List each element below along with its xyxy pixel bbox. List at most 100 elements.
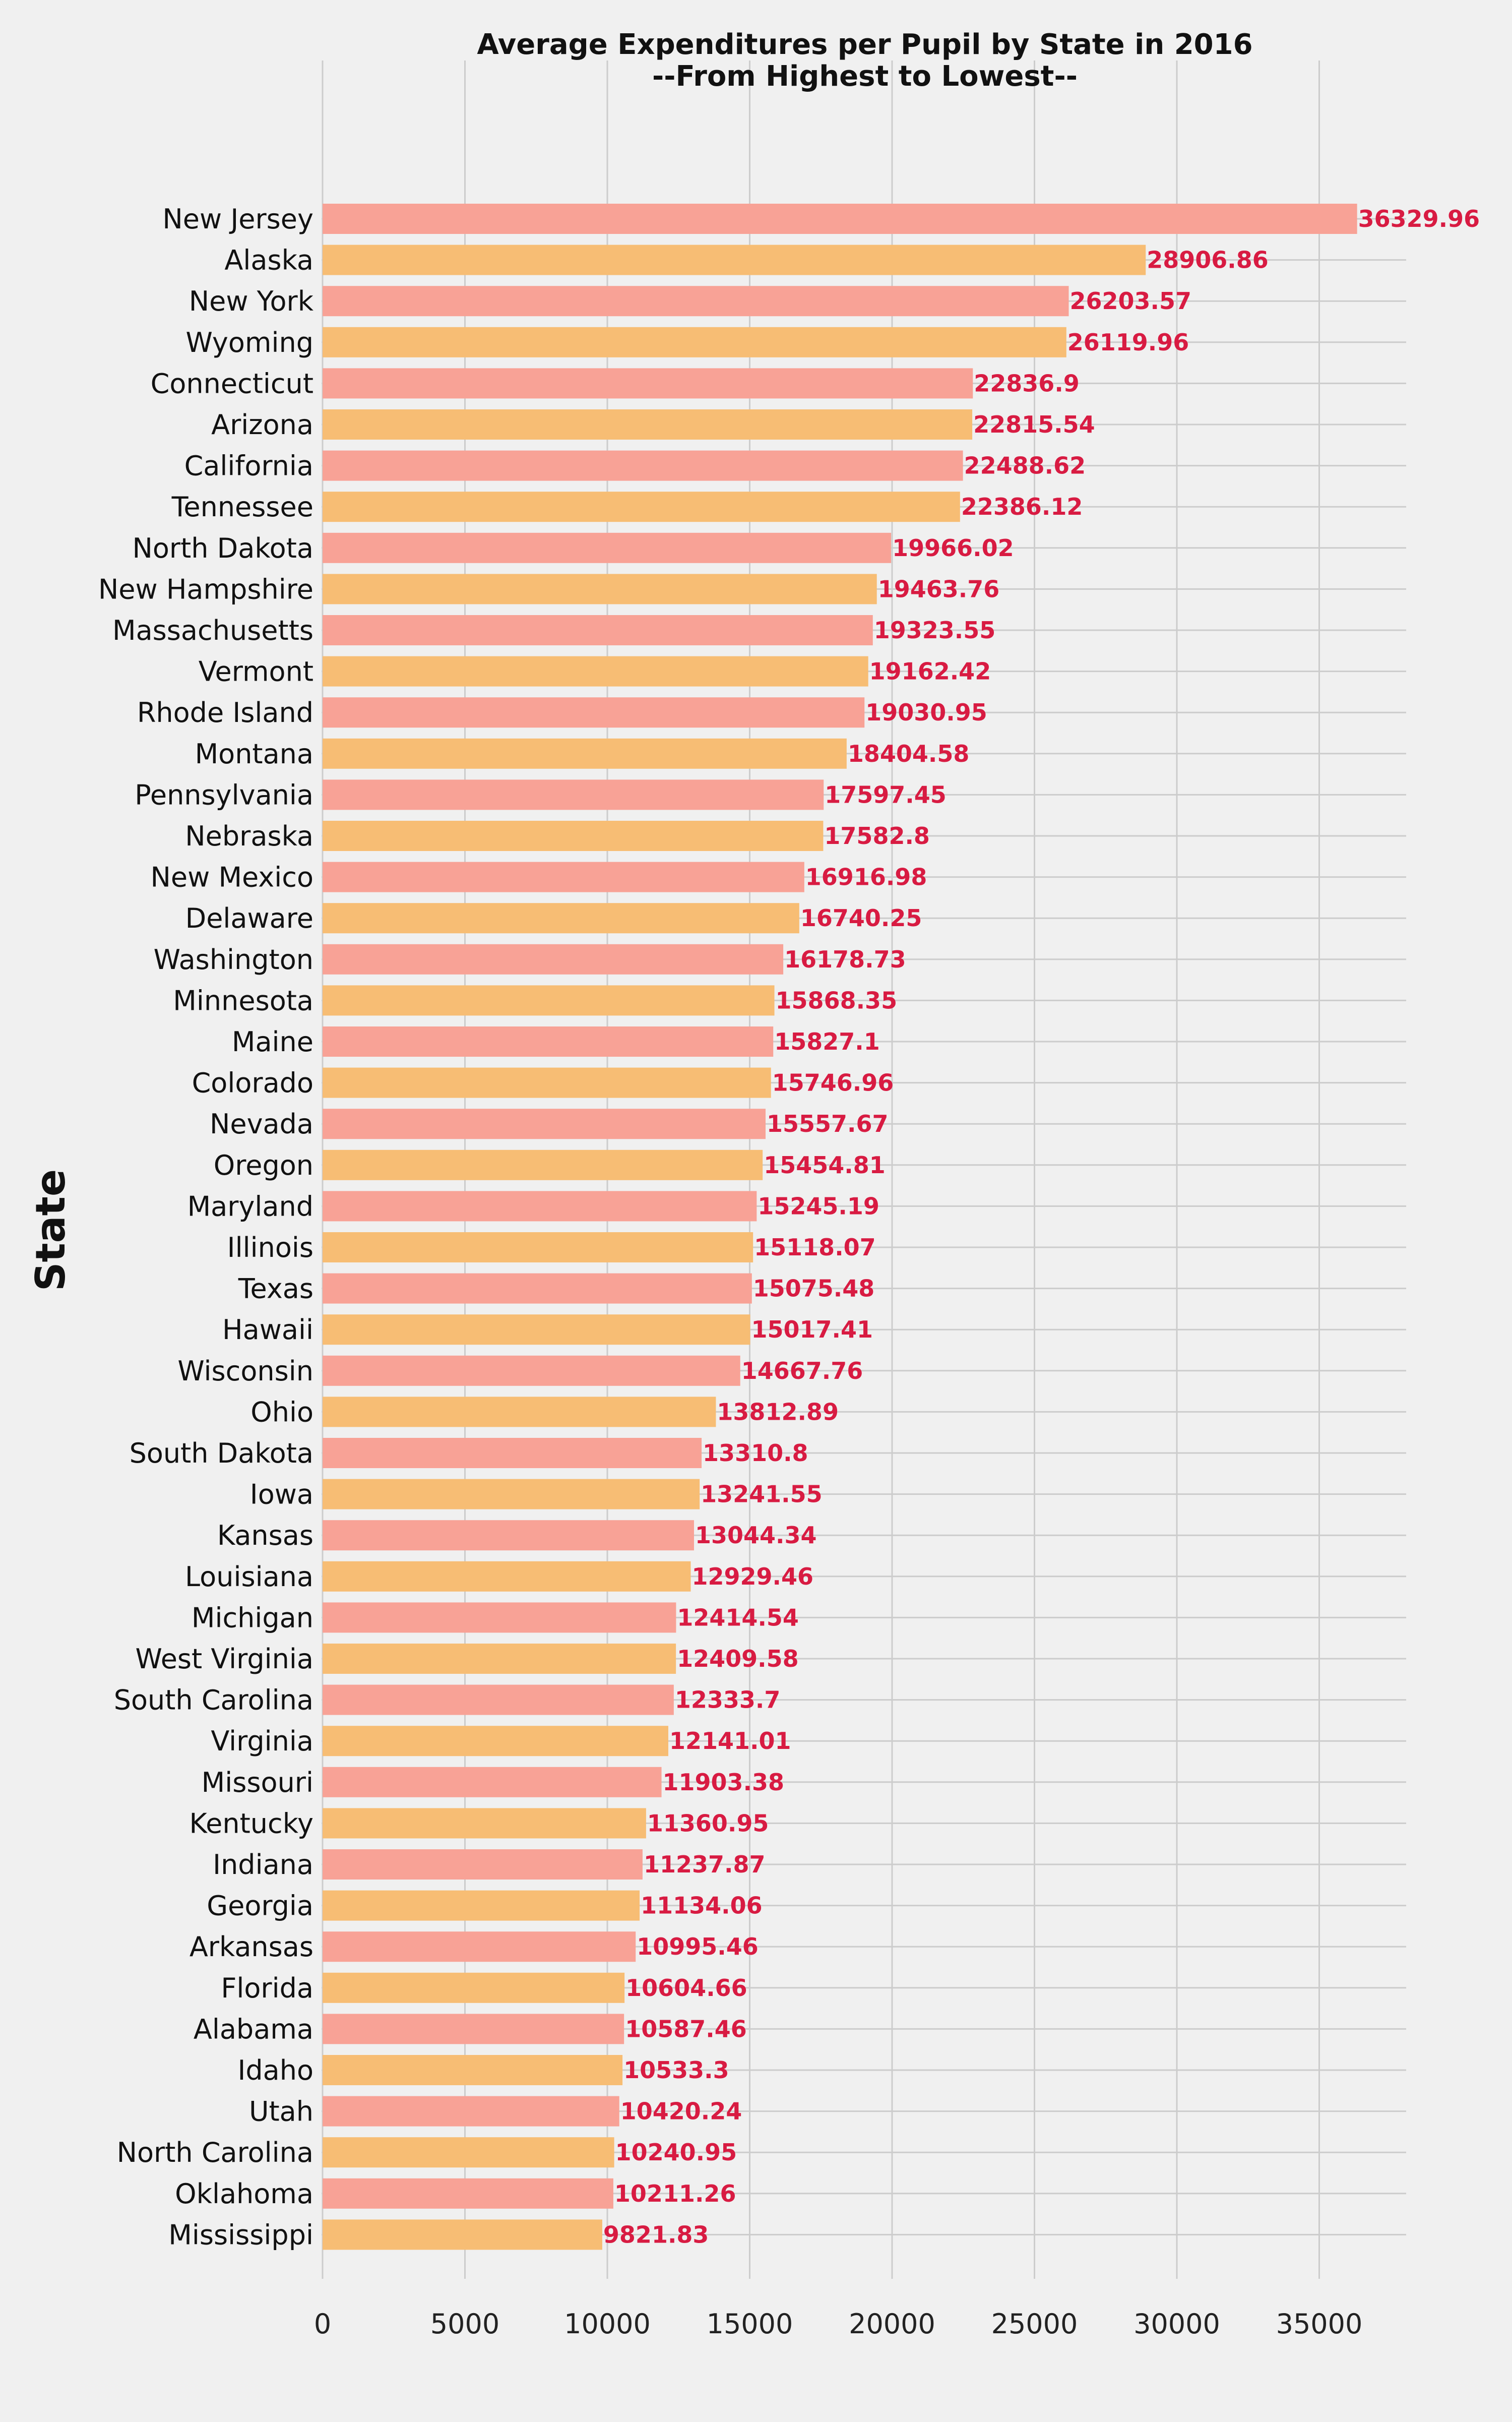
state-label: Wisconsin bbox=[177, 1355, 313, 1387]
bar bbox=[323, 903, 799, 934]
bar bbox=[323, 862, 804, 892]
value-label: 12409.58 bbox=[677, 1645, 799, 1672]
bar bbox=[323, 1314, 750, 1345]
state-label: South Carolina bbox=[114, 1684, 313, 1716]
bar bbox=[323, 1808, 646, 1839]
bar bbox=[323, 204, 1357, 234]
chart-subtitle: --From Highest to Lowest-- bbox=[652, 60, 1078, 93]
bar bbox=[323, 2178, 613, 2209]
bars bbox=[323, 204, 1357, 2250]
state-label: Louisiana bbox=[185, 1561, 313, 1593]
state-label: Montana bbox=[195, 738, 313, 770]
bar bbox=[323, 1931, 636, 1962]
state-label: Ohio bbox=[250, 1396, 313, 1428]
bar bbox=[323, 368, 973, 399]
bar bbox=[323, 2096, 619, 2127]
state-label: Nevada bbox=[210, 1108, 313, 1140]
x-tick-label: 0 bbox=[314, 2308, 331, 2340]
state-label: Colorado bbox=[192, 1067, 313, 1099]
state-label: Hawaii bbox=[222, 1314, 313, 1346]
state-label: Washington bbox=[154, 944, 313, 976]
x-tick-label: 35000 bbox=[1276, 2308, 1363, 2340]
state-label: Mississippi bbox=[168, 2219, 313, 2251]
value-label: 26119.96 bbox=[1067, 329, 1189, 356]
bar bbox=[323, 492, 960, 522]
state-label: Connecticut bbox=[151, 368, 313, 399]
x-tick-label: 10000 bbox=[564, 2308, 651, 2340]
state-label: Arizona bbox=[211, 409, 313, 441]
bar bbox=[323, 1684, 674, 1715]
value-label: 10420.24 bbox=[620, 2098, 742, 2125]
value-label: 15017.41 bbox=[751, 1316, 873, 1343]
value-label: 17597.45 bbox=[825, 781, 947, 808]
value-label: 10587.46 bbox=[625, 2015, 747, 2042]
value-label: 12929.46 bbox=[692, 1563, 814, 1590]
bar bbox=[323, 1397, 716, 1427]
value-label: 10604.66 bbox=[625, 1974, 747, 2002]
value-label: 22815.54 bbox=[973, 411, 1095, 438]
bar bbox=[323, 1355, 740, 1386]
x-tick-label: 15000 bbox=[707, 2308, 793, 2340]
bar bbox=[323, 1644, 676, 1674]
value-label: 10240.95 bbox=[615, 2139, 737, 2166]
state-label: Kansas bbox=[217, 1520, 313, 1551]
state-label: California bbox=[184, 450, 313, 482]
state-label: Kentucky bbox=[189, 1807, 313, 1839]
value-label: 13044.34 bbox=[695, 1522, 817, 1549]
state-label: Nebraska bbox=[185, 820, 313, 852]
state-label: Delaware bbox=[185, 902, 313, 934]
bar bbox=[323, 1561, 691, 1592]
x-tick-label: 25000 bbox=[991, 2308, 1078, 2340]
value-label: 11134.06 bbox=[641, 1892, 763, 1919]
bar bbox=[323, 1520, 695, 1551]
state-label: Illinois bbox=[227, 1232, 313, 1263]
value-label: 15454.81 bbox=[764, 1152, 886, 1179]
bar bbox=[323, 574, 877, 604]
value-label: 22488.62 bbox=[964, 452, 1086, 479]
value-label: 14667.76 bbox=[741, 1357, 863, 1384]
value-label: 10533.3 bbox=[623, 2056, 729, 2084]
bar bbox=[323, 532, 892, 563]
bar bbox=[323, 2014, 624, 2044]
bar bbox=[323, 1726, 668, 1757]
value-label: 15827.1 bbox=[774, 1028, 880, 1055]
bar bbox=[323, 944, 784, 975]
state-label: Idaho bbox=[237, 2054, 313, 2086]
value-label: 15746.96 bbox=[772, 1069, 894, 1097]
bar bbox=[323, 1849, 643, 1880]
x-tick-label: 30000 bbox=[1133, 2308, 1220, 2340]
state-label: Iowa bbox=[250, 1479, 313, 1510]
bar bbox=[323, 2219, 602, 2250]
state-label: Wyoming bbox=[185, 327, 313, 358]
bar bbox=[323, 1232, 753, 1262]
bar bbox=[323, 738, 847, 769]
value-label: 12414.54 bbox=[677, 1604, 799, 1631]
state-label: Alaska bbox=[224, 245, 313, 276]
state-label: Pennsylvania bbox=[135, 779, 313, 811]
state-label: Indiana bbox=[213, 1849, 313, 1881]
y-axis-label: State bbox=[27, 1169, 74, 1291]
bar bbox=[323, 697, 865, 728]
bar bbox=[323, 656, 868, 687]
bar bbox=[323, 2055, 623, 2085]
state-label: Utah bbox=[249, 2096, 313, 2128]
state-label: North Carolina bbox=[117, 2137, 313, 2168]
state-label: Tennessee bbox=[171, 491, 313, 523]
bar bbox=[323, 1149, 763, 1180]
bar bbox=[323, 245, 1146, 275]
value-label: 13241.55 bbox=[701, 1481, 823, 1508]
value-label: 19966.02 bbox=[892, 534, 1014, 562]
bar bbox=[323, 1479, 700, 1509]
bar bbox=[323, 1438, 702, 1468]
bar bbox=[323, 1026, 774, 1057]
value-label: 26203.57 bbox=[1070, 287, 1192, 315]
bar bbox=[323, 821, 824, 851]
bar bbox=[323, 1767, 662, 1797]
state-label: Georgia bbox=[207, 1890, 313, 1922]
value-label: 36329.96 bbox=[1358, 205, 1480, 232]
value-label: 10995.46 bbox=[637, 1933, 759, 1960]
chart-title: Average Expenditures per Pupil by State … bbox=[477, 28, 1252, 61]
value-label: 28906.86 bbox=[1147, 247, 1269, 274]
